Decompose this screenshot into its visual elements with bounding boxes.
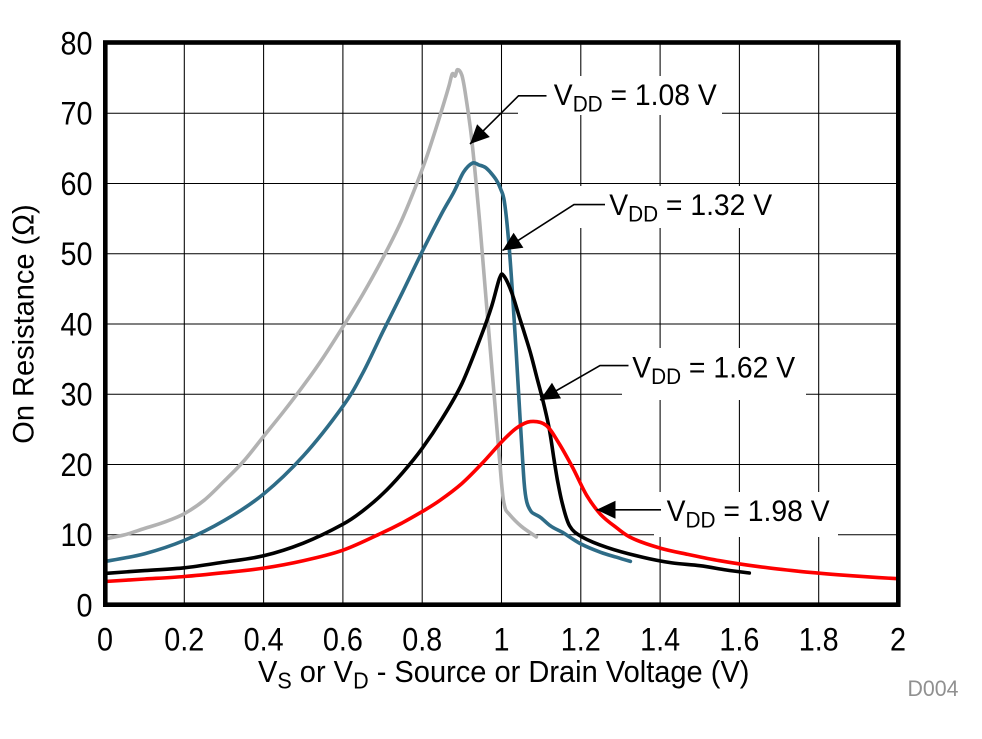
svg-text:2: 2 (890, 622, 906, 658)
svg-text:0.6: 0.6 (323, 622, 363, 658)
svg-text:1.4: 1.4 (640, 622, 680, 658)
svg-text:80: 80 (61, 25, 93, 61)
svg-text:20: 20 (61, 447, 93, 483)
svg-text:1.6: 1.6 (719, 622, 759, 658)
svg-text:70: 70 (61, 96, 93, 132)
svg-text:60: 60 (61, 166, 93, 202)
svg-text:1: 1 (494, 622, 510, 658)
svg-text:30: 30 (61, 377, 93, 413)
svg-text:0: 0 (77, 587, 93, 623)
svg-text:10: 10 (61, 517, 93, 553)
svg-text:VS or VD - Source or Drain Vol: VS or VD - Source or Drain Voltage (V) (258, 654, 750, 694)
svg-text:0.2: 0.2 (164, 622, 204, 658)
svg-text:0.8: 0.8 (402, 622, 442, 658)
svg-text:50: 50 (61, 236, 93, 272)
svg-text:1.2: 1.2 (561, 622, 601, 658)
svg-text:0.4: 0.4 (244, 622, 284, 658)
svg-text:D004: D004 (908, 676, 959, 701)
svg-text:VDD = 1.62 V: VDD = 1.62 V (632, 351, 795, 389)
svg-text:0: 0 (97, 622, 113, 658)
svg-text:VDD = 1.32 V: VDD = 1.32 V (609, 189, 772, 227)
svg-text:On Resistance (Ω): On Resistance (Ω) (7, 204, 40, 443)
svg-text:1.8: 1.8 (799, 622, 839, 658)
svg-text:40: 40 (61, 306, 93, 342)
